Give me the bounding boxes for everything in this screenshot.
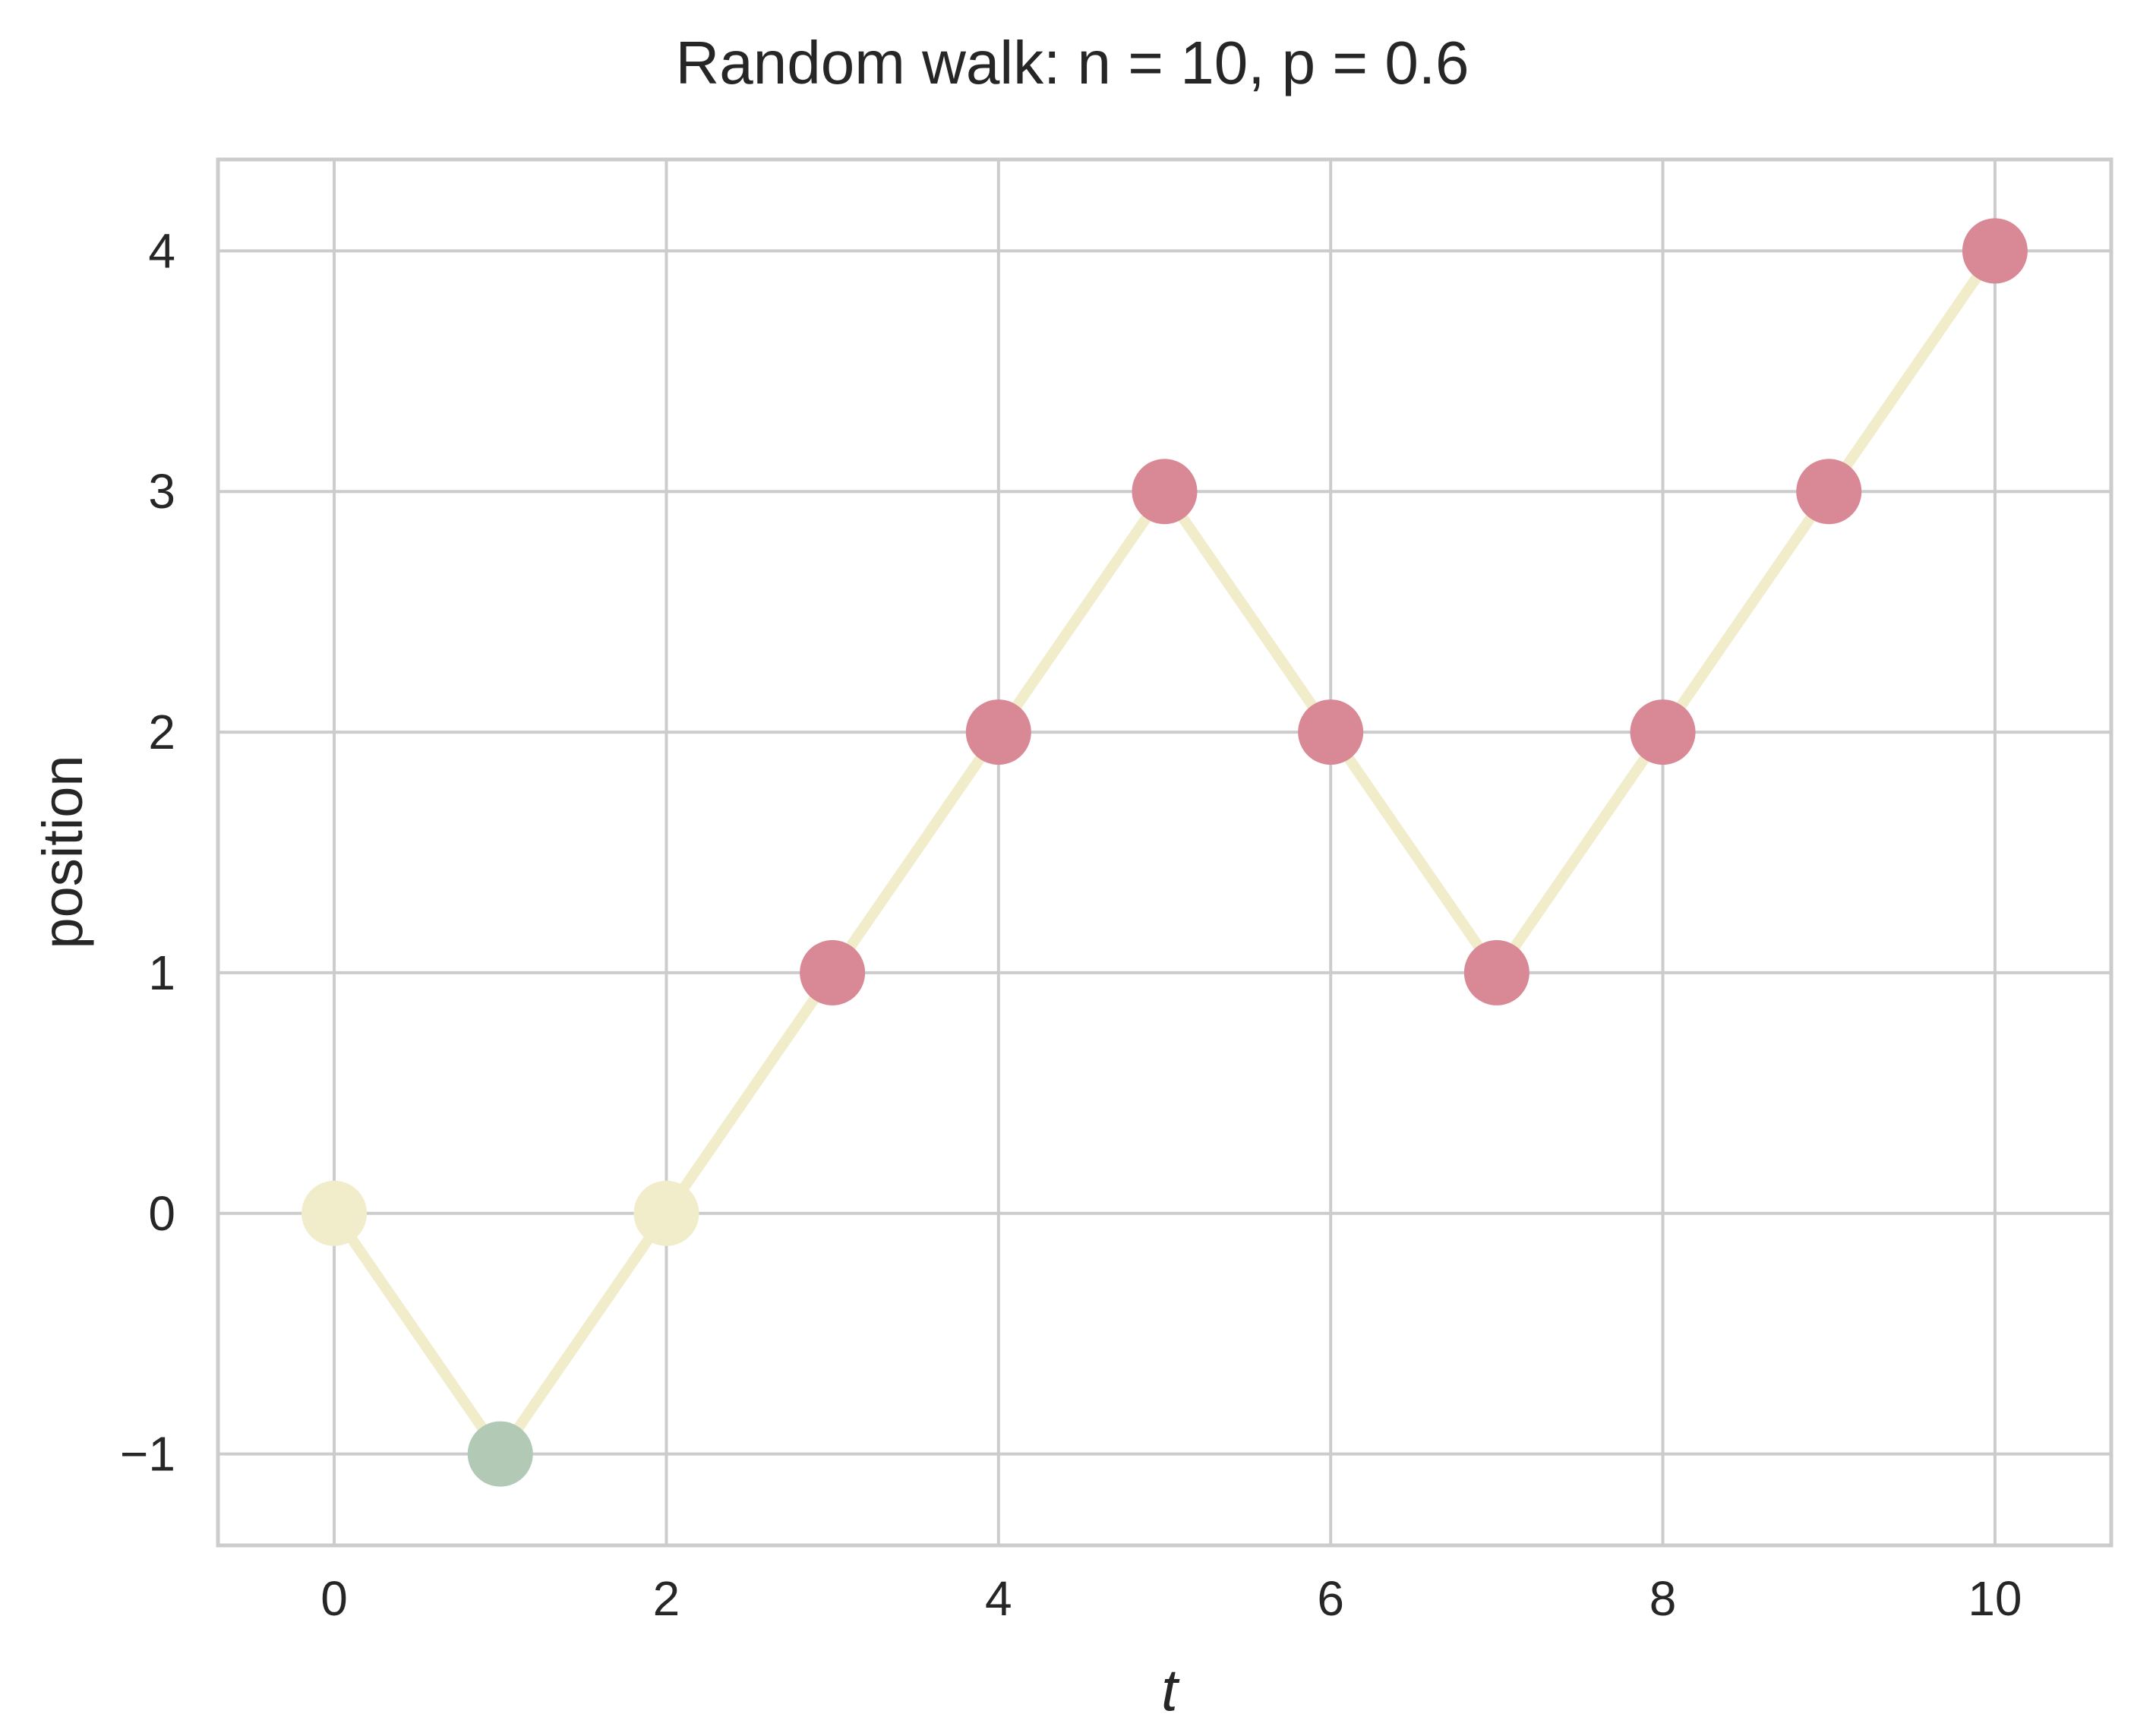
x-axis-label: t bbox=[1161, 1656, 1180, 1723]
x-tick-label: 6 bbox=[1317, 1571, 1344, 1626]
x-tick-label: 10 bbox=[1968, 1571, 2022, 1626]
y-tick-label: 4 bbox=[148, 223, 175, 278]
x-tick-labels: 0 2 4 6 8 10 bbox=[320, 1571, 2022, 1626]
x-gridlines bbox=[333, 159, 1997, 1545]
x-tick-label: 2 bbox=[653, 1571, 680, 1626]
walk-point bbox=[467, 1421, 533, 1487]
plot-frame bbox=[216, 157, 2113, 1548]
walk-points bbox=[301, 218, 2028, 1487]
y-tick-label: 0 bbox=[148, 1186, 175, 1241]
y-gridlines bbox=[218, 249, 2111, 1456]
walk-point bbox=[301, 1180, 368, 1246]
walk-point bbox=[1962, 218, 2028, 284]
walk-point bbox=[1630, 699, 1696, 765]
chart-title: Random walk: n = 10, p = 0.6 bbox=[675, 29, 1469, 96]
walk-point bbox=[633, 1180, 699, 1246]
walk-point bbox=[1796, 459, 1862, 525]
x-tick-label: 4 bbox=[985, 1571, 1012, 1626]
walk-line bbox=[329, 245, 2000, 1460]
walk-point bbox=[800, 939, 866, 1005]
y-tick-labels: −1 0 1 2 3 4 bbox=[120, 223, 175, 1481]
walk-point bbox=[1132, 459, 1198, 525]
y-tick-label: 3 bbox=[148, 464, 175, 519]
y-tick-label: 1 bbox=[148, 945, 175, 1000]
y-tick-label: 2 bbox=[148, 705, 175, 759]
x-tick-label: 8 bbox=[1649, 1571, 1677, 1626]
walk-point bbox=[1298, 699, 1364, 765]
y-axis-label: position bbox=[31, 755, 94, 948]
walk-point bbox=[1463, 939, 1529, 1005]
y-tick-label: −1 bbox=[120, 1427, 175, 1482]
x-tick-label: 0 bbox=[320, 1571, 348, 1626]
walk-point bbox=[965, 699, 1031, 765]
